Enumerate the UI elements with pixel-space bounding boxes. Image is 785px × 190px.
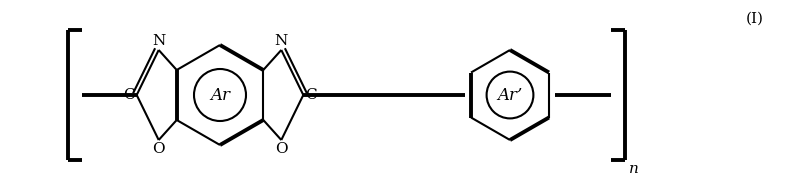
Text: N: N (152, 34, 166, 48)
Text: (I): (I) (746, 12, 764, 26)
Text: N: N (275, 34, 288, 48)
Text: O: O (275, 142, 287, 156)
Text: Ar: Ar (210, 86, 230, 104)
Text: O: O (152, 142, 165, 156)
Text: C: C (305, 88, 317, 102)
Text: n: n (629, 162, 639, 176)
Text: Ar’: Ar’ (498, 86, 523, 104)
Text: C: C (123, 88, 135, 102)
